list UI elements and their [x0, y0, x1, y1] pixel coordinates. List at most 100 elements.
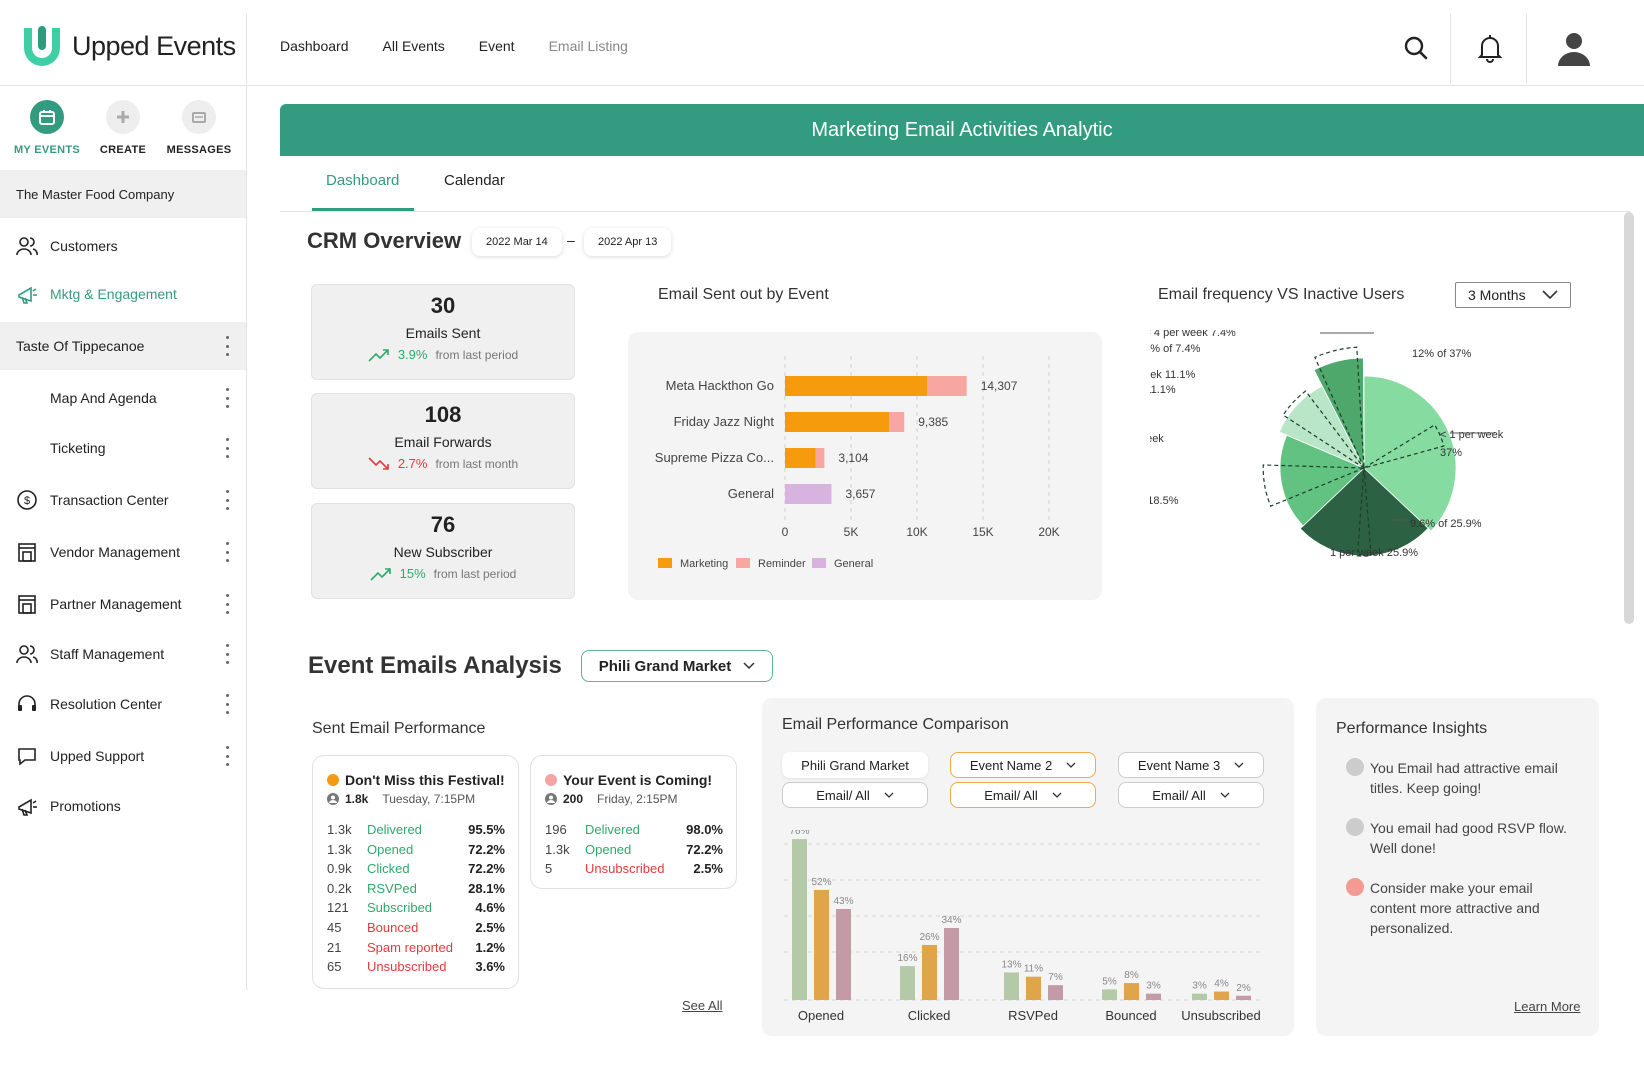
more-icon[interactable] [224, 746, 230, 766]
compare-filter-3-select[interactable]: Email/ All [1118, 782, 1264, 808]
kpi-label: Email Forwards [394, 434, 492, 450]
calendar-icon [39, 110, 55, 125]
comparison-title: Email Performance Comparison [782, 716, 1009, 733]
event-analysis-title: Event Emails Analysis [308, 652, 562, 679]
chevron-down-icon [1220, 792, 1230, 798]
x-tick-label: 15K [972, 525, 993, 539]
bar-value-label: 43% [833, 896, 853, 907]
sidebar-item-support[interactable]: Upped Support [0, 732, 246, 780]
sidebar-event-group[interactable]: Taste Of Tippecanoe [0, 322, 246, 370]
category-label: General [728, 486, 774, 501]
nav-event[interactable]: Event [478, 38, 515, 54]
sidebar-item-transaction[interactable]: $ Transaction Center [0, 476, 246, 524]
inbox-icon [192, 112, 206, 123]
more-icon[interactable] [224, 490, 230, 510]
bar [1124, 983, 1139, 1000]
see-all-link[interactable]: See All [682, 998, 723, 1013]
metric-row: 1.3k Opened 72.2% [327, 842, 505, 857]
event-group-label: Taste Of Tippecanoe [16, 338, 145, 354]
metric-label: Subscribed [367, 900, 433, 916]
nav-email-listing[interactable]: Email Listing [548, 38, 628, 54]
metric-count: 5 [545, 861, 553, 877]
more-icon[interactable] [224, 388, 230, 408]
compare-filter-1-select[interactable]: Email/ All [782, 782, 928, 808]
chat-icon [18, 748, 36, 766]
bar-segment [815, 448, 825, 468]
bar [1102, 989, 1117, 1000]
email-card-coming[interactable]: Your Event is Coming! 200 Friday, 2:15PM … [530, 755, 737, 889]
user-avatar-icon[interactable] [1554, 28, 1594, 68]
bar [1004, 972, 1019, 1000]
bar [1026, 976, 1041, 1000]
more-icon[interactable] [224, 644, 230, 664]
compare-event-3-select[interactable]: Event Name 3 [1118, 752, 1264, 778]
sidebar-item-customers[interactable]: Customers [0, 222, 246, 270]
metric-row: 1.3k Opened 72.2% [545, 842, 723, 857]
sidebar-item-label: Vendor Management [50, 544, 180, 560]
sidebar-item-resolution[interactable]: Resolution Center [0, 680, 246, 728]
metric-label: Delivered [367, 822, 422, 837]
event-select[interactable]: Phili Grand Market [581, 650, 773, 682]
scrollbar-thumb[interactable] [1624, 212, 1634, 624]
metric-count: 196 [545, 822, 567, 837]
period-select[interactable]: 3 Months [1455, 282, 1571, 308]
more-icon[interactable] [224, 694, 230, 714]
messages-button[interactable]: MESSAGES [164, 100, 234, 156]
metric-count: 121 [327, 900, 349, 916]
date-from-picker[interactable]: 2022 Mar 14 [472, 228, 562, 256]
metric-row: 5 Unsubscribed 2.5% [545, 861, 723, 876]
sidebar-item-mktg[interactable]: Mktg & Engagement [0, 270, 246, 318]
nav-all-events[interactable]: All Events [382, 38, 445, 54]
legend-label: General [834, 558, 873, 570]
learn-more-link[interactable]: Learn More [1514, 999, 1581, 1014]
pie-slice [1279, 434, 1365, 527]
status-dot [545, 774, 557, 786]
compare-event-1-select[interactable]: Phili Grand Market [782, 752, 928, 778]
sidebar-item-map-agenda[interactable]: Map And Agenda [0, 374, 246, 422]
more-icon[interactable] [224, 438, 230, 458]
bar-segment [785, 448, 816, 468]
bar-value-label: 8% [1124, 970, 1139, 981]
bar-segment [927, 376, 967, 396]
x-tick-label: 10K [906, 525, 927, 539]
tab-calendar[interactable]: Calendar [444, 172, 505, 189]
nav-dashboard[interactable]: Dashboard [280, 38, 349, 54]
metric-row: 21 Spam reported 1.2% [327, 940, 505, 955]
create-button[interactable]: CREATE [88, 100, 158, 156]
email-card-festival[interactable]: Don't Miss this Festival! 1.8k Tuesday, 7… [312, 755, 519, 989]
sidebar-item-ticketing[interactable]: Ticketing [0, 424, 246, 472]
select-value: Email/ All [1152, 787, 1206, 803]
app-logo[interactable]: Upped Events [20, 22, 250, 70]
bar-value-label: 76% [789, 830, 809, 837]
sidebar-company[interactable]: The Master Food Company [0, 170, 246, 218]
bar [900, 966, 915, 1000]
date-to-picker[interactable]: 2022 Apr 13 [584, 228, 672, 256]
my-events-button[interactable]: MY EVENTS [12, 100, 82, 156]
sidebar-item-label: Ticketing [50, 440, 106, 456]
sidebar-item-staff[interactable]: Staff Management [0, 630, 246, 678]
more-icon[interactable] [224, 594, 230, 614]
compare-filter-2-select[interactable]: Email/ All [950, 782, 1096, 808]
more-icon[interactable] [224, 542, 230, 562]
metric-percent: 1.2% [475, 939, 505, 955]
bar-value-label: 3% [1146, 981, 1161, 992]
slice-name-label: < 1 per week [1440, 429, 1504, 441]
crm-overview-title: CRM Overview [307, 228, 462, 253]
notification-bell-icon[interactable] [1472, 30, 1508, 66]
sidebar-item-partner[interactable]: Partner Management [0, 580, 246, 628]
search-icon[interactable] [1398, 30, 1434, 66]
compare-event-2-select[interactable]: Event Name 2 [950, 752, 1096, 778]
tab-dashboard[interactable]: Dashboard [326, 172, 400, 189]
more-icon[interactable] [224, 336, 230, 356]
slice-name-label: 2 per week [1150, 433, 1164, 445]
upped-logo-icon [24, 26, 60, 66]
metric-label: RSVPed [367, 880, 417, 896]
sidebar-item-promotions[interactable]: Promotions [0, 782, 246, 830]
metric-percent: 98.0% [686, 822, 723, 837]
metric-row: 196 Delivered 98.0% [545, 822, 723, 837]
sent-by-event-chart: 0 5K 10K 15K 20K Meta Hackthon Go 14,307 Friday… [655, 356, 1060, 570]
kpi-trend-suffix: from last period [433, 566, 517, 581]
plus-icon [117, 111, 129, 123]
sidebar-item-vendor[interactable]: Vendor Management [0, 528, 246, 576]
bar [1146, 993, 1161, 1000]
